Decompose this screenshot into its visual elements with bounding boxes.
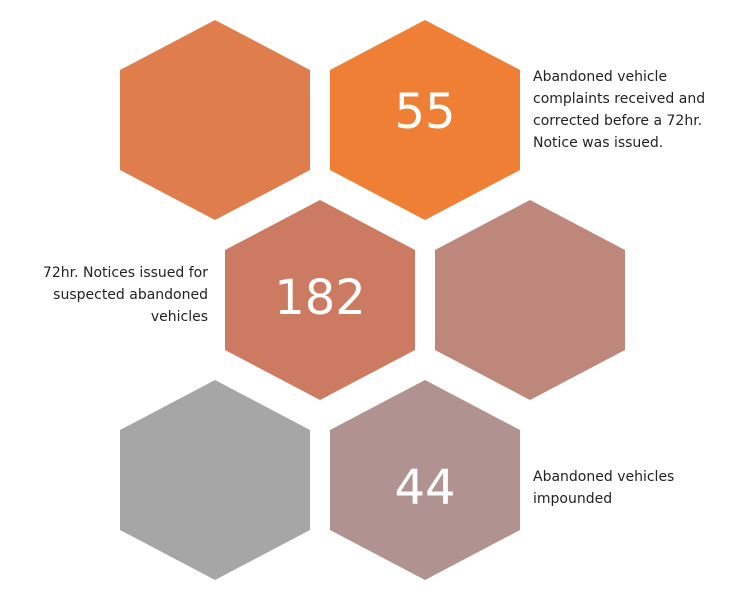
label-line: complaints received and bbox=[533, 91, 705, 107]
label-line: Abandoned vehicle bbox=[533, 69, 667, 85]
hexagon bbox=[225, 200, 415, 400]
hexagon bbox=[120, 20, 310, 220]
hexagon bbox=[435, 200, 625, 400]
value: 182 bbox=[274, 270, 366, 326]
label-line: suspected abandoned bbox=[53, 287, 208, 303]
label-line: 72hr. Notices issued for bbox=[43, 265, 208, 281]
label-line: Abandoned vehicles bbox=[533, 469, 674, 485]
hexagon bbox=[330, 20, 520, 220]
label-line: Notice was issued. bbox=[533, 135, 663, 151]
value: 55 bbox=[394, 84, 455, 140]
value: 44 bbox=[394, 460, 455, 516]
hexagon bbox=[330, 380, 520, 580]
label-line: corrected before a 72hr. bbox=[533, 113, 702, 129]
hexagon bbox=[120, 380, 310, 580]
label-line: vehicles bbox=[151, 309, 208, 325]
label-line: impounded bbox=[533, 491, 612, 507]
